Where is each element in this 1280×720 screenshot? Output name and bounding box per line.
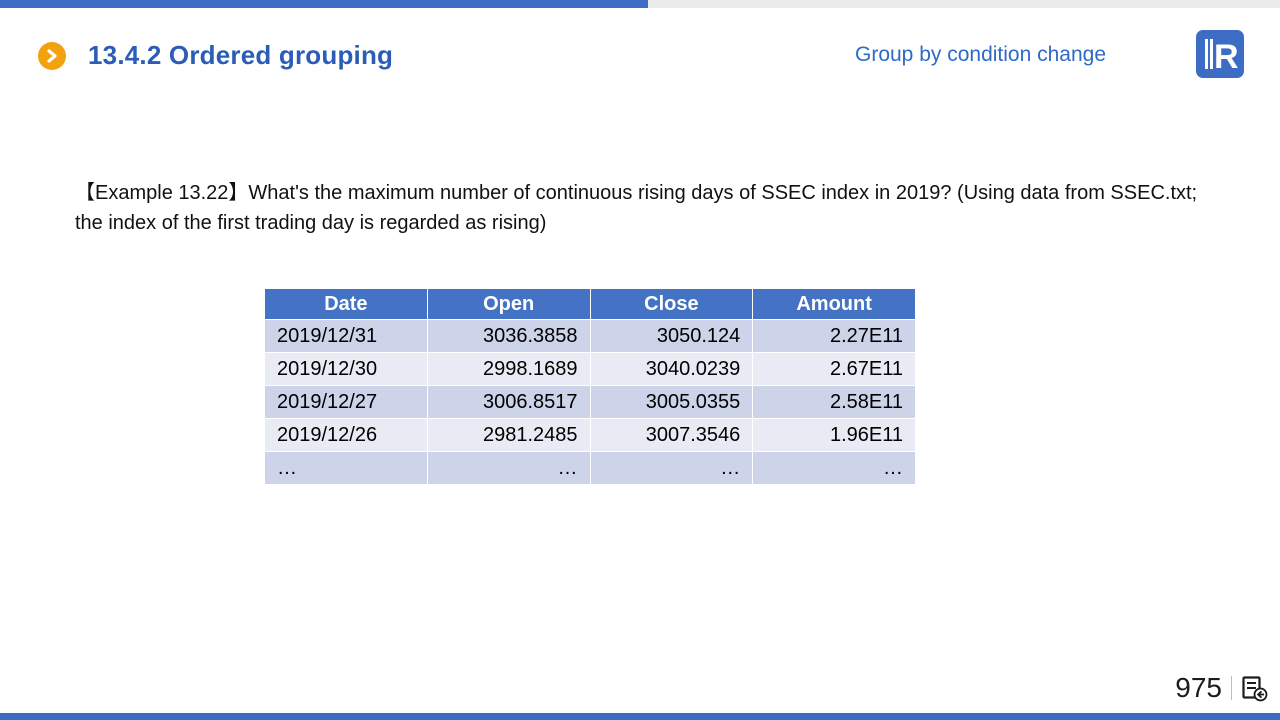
- raqsoft-logo-icon: R: [1196, 30, 1244, 78]
- example-paragraph: 【Example 13.22】What's the maximum number…: [75, 178, 1200, 238]
- column-header-close: Close: [589, 288, 754, 320]
- table-cell: 3040.0239: [589, 352, 754, 386]
- table-cell: 1.96E11: [752, 418, 916, 452]
- table-cell: 3005.0355: [589, 385, 754, 419]
- table-cell: 2.27E11: [752, 319, 916, 353]
- table-cell: 3007.3546: [589, 418, 754, 452]
- page-title: 13.4.2 Ordered grouping: [88, 40, 394, 70]
- table-row: 2019/12/27 3006.8517 3005.0355 2.58E11: [264, 385, 916, 419]
- section-subtitle: Group by condition change: [855, 43, 1107, 66]
- return-to-contents-icon[interactable]: [1241, 675, 1268, 702]
- example-line-1: 【Example 13.22】What's the maximum number…: [75, 182, 1198, 204]
- table-row: 2019/12/31 3036.3858 3050.124 2.27E11: [264, 319, 916, 353]
- table-header-row: Date Open Close Amount: [264, 288, 916, 320]
- table-cell: …: [589, 451, 754, 485]
- column-header-amount: Amount: [752, 288, 916, 320]
- top-accent-bar: [0, 0, 648, 8]
- chevron-right-icon: [38, 42, 66, 70]
- column-header-open: Open: [426, 288, 591, 320]
- table-cell: 2019/12/26: [264, 418, 428, 452]
- example-line-2: the index of the first trading day is re…: [75, 212, 547, 234]
- column-header-date: Date: [264, 288, 428, 320]
- bottom-accent-bar: [0, 713, 1280, 720]
- svg-text:R: R: [1214, 38, 1239, 76]
- table-cell: 2981.2485: [426, 418, 591, 452]
- table-cell: 3036.3858: [426, 319, 591, 353]
- table-cell: 2019/12/27: [264, 385, 428, 419]
- table-cell: …: [264, 451, 428, 485]
- page-number: 975: [1175, 672, 1222, 703]
- top-gray-line: [648, 0, 1280, 8]
- table-cell: 2.67E11: [752, 352, 916, 386]
- table-cell: …: [752, 451, 916, 485]
- table-cell: 2998.1689: [426, 352, 591, 386]
- table-cell: …: [426, 451, 591, 485]
- ssec-data-table: Date Open Close Amount 2019/12/31 3036.3…: [264, 288, 916, 485]
- table-row: 2019/12/26 2981.2485 3007.3546 1.96E11: [264, 418, 916, 452]
- footer-divider: [1231, 676, 1232, 700]
- table-cell: 2019/12/30: [264, 352, 428, 386]
- table-row: 2019/12/30 2998.1689 3040.0239 2.67E11: [264, 352, 916, 386]
- table-cell: 2019/12/31: [264, 319, 428, 353]
- table-cell: 2.58E11: [752, 385, 916, 419]
- table-cell: 3006.8517: [426, 385, 591, 419]
- table-cell: 3050.124: [589, 319, 754, 353]
- table-row-ellipsis: … … … …: [264, 451, 916, 485]
- slide-footer: 975: [1175, 672, 1268, 704]
